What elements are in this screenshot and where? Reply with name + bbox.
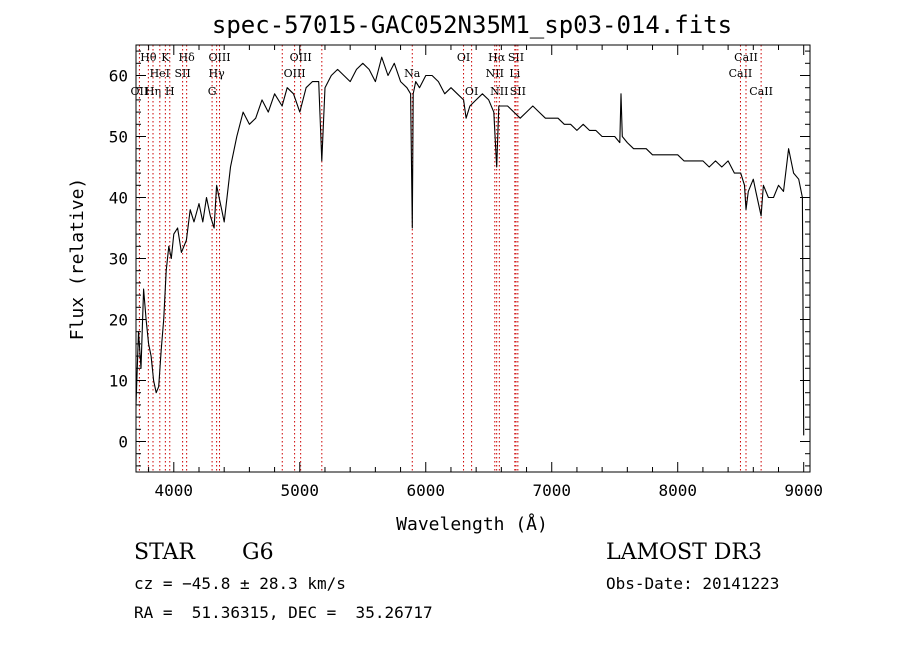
x-tick-label: 6000 [406, 481, 445, 500]
y-tick-label: 40 [109, 189, 128, 208]
line-marker-label: H [165, 85, 175, 98]
y-tick-label: 20 [109, 311, 128, 330]
y-axis-label: Flux (relative) [67, 178, 88, 341]
observation-date: Obs-Date: 20141223 [606, 574, 780, 593]
line-marker-label: OIII [290, 51, 312, 64]
line-marker-label: CaII [729, 67, 753, 80]
line-marker-label: K [161, 51, 170, 64]
survey-name: LAMOST DR3 [606, 540, 762, 565]
line-marker-label: SII [174, 67, 190, 80]
line-marker-label: OI [457, 51, 470, 64]
object-class: STAR [134, 540, 195, 565]
line-marker-label: CaII [734, 51, 758, 64]
y-tick-label: 0 [118, 433, 128, 452]
line-marker-label: Hη [145, 85, 161, 98]
y-tick-label: 50 [109, 128, 128, 147]
spectrum-line [135, 56, 805, 436]
line-marker-label: OI [465, 85, 478, 98]
y-tick-label: 60 [109, 67, 128, 86]
line-marker-label: OII [131, 85, 149, 98]
line-marker-label: Na [404, 67, 421, 80]
chart-title: spec-57015-GAC052N35M1_sp03-014.fits [212, 11, 732, 39]
x-tick-label: 8000 [658, 481, 697, 500]
line-marker-label: CaII [749, 85, 773, 98]
x-axis-label: Wavelength (Å) [396, 513, 548, 535]
x-tick-label: 9000 [784, 481, 823, 500]
line-marker-label: G [208, 85, 217, 98]
line-marker-label: Hδ [179, 51, 196, 64]
line-marker-label: SII [510, 85, 526, 98]
y-tick-label: 10 [109, 372, 128, 391]
line-marker-label: OIII [208, 51, 230, 64]
x-tick-label: 4000 [155, 481, 194, 500]
line-marker-label: Hθ [140, 51, 157, 64]
x-tick-label: 5000 [281, 481, 320, 500]
line-markers: OII Hθ Hη HeI K H SII Hδ G Hγ OIII OIII OIII Na OI OI NI… [131, 45, 773, 472]
line-marker-label: Li [509, 67, 520, 80]
plot-frame [135, 44, 811, 473]
spectral-subclass: G6 [242, 540, 274, 565]
y-axis: 0 10 20 30 40 50 60 [109, 50, 810, 467]
line-marker-label: NII [490, 85, 508, 98]
coordinates-readout: RA = 51.36315, DEC = 35.26717 [134, 603, 433, 622]
line-marker-label: Hγ [209, 67, 226, 80]
line-marker-label: OIII [284, 67, 306, 80]
line-marker-label: SII [508, 51, 524, 64]
redshift-readout: cz = −45.8 ± 28.3 km/s [134, 574, 346, 593]
line-marker-label: Hα [488, 51, 506, 64]
x-tick-label: 7000 [532, 481, 571, 500]
y-tick-label: 30 [109, 250, 128, 269]
x-axis: 4000 5000 6000 7000 8000 9000 [148, 45, 823, 500]
line-marker-label: NII [486, 67, 504, 80]
line-marker-label: HeI [150, 67, 170, 80]
spectrum-series [135, 56, 805, 436]
